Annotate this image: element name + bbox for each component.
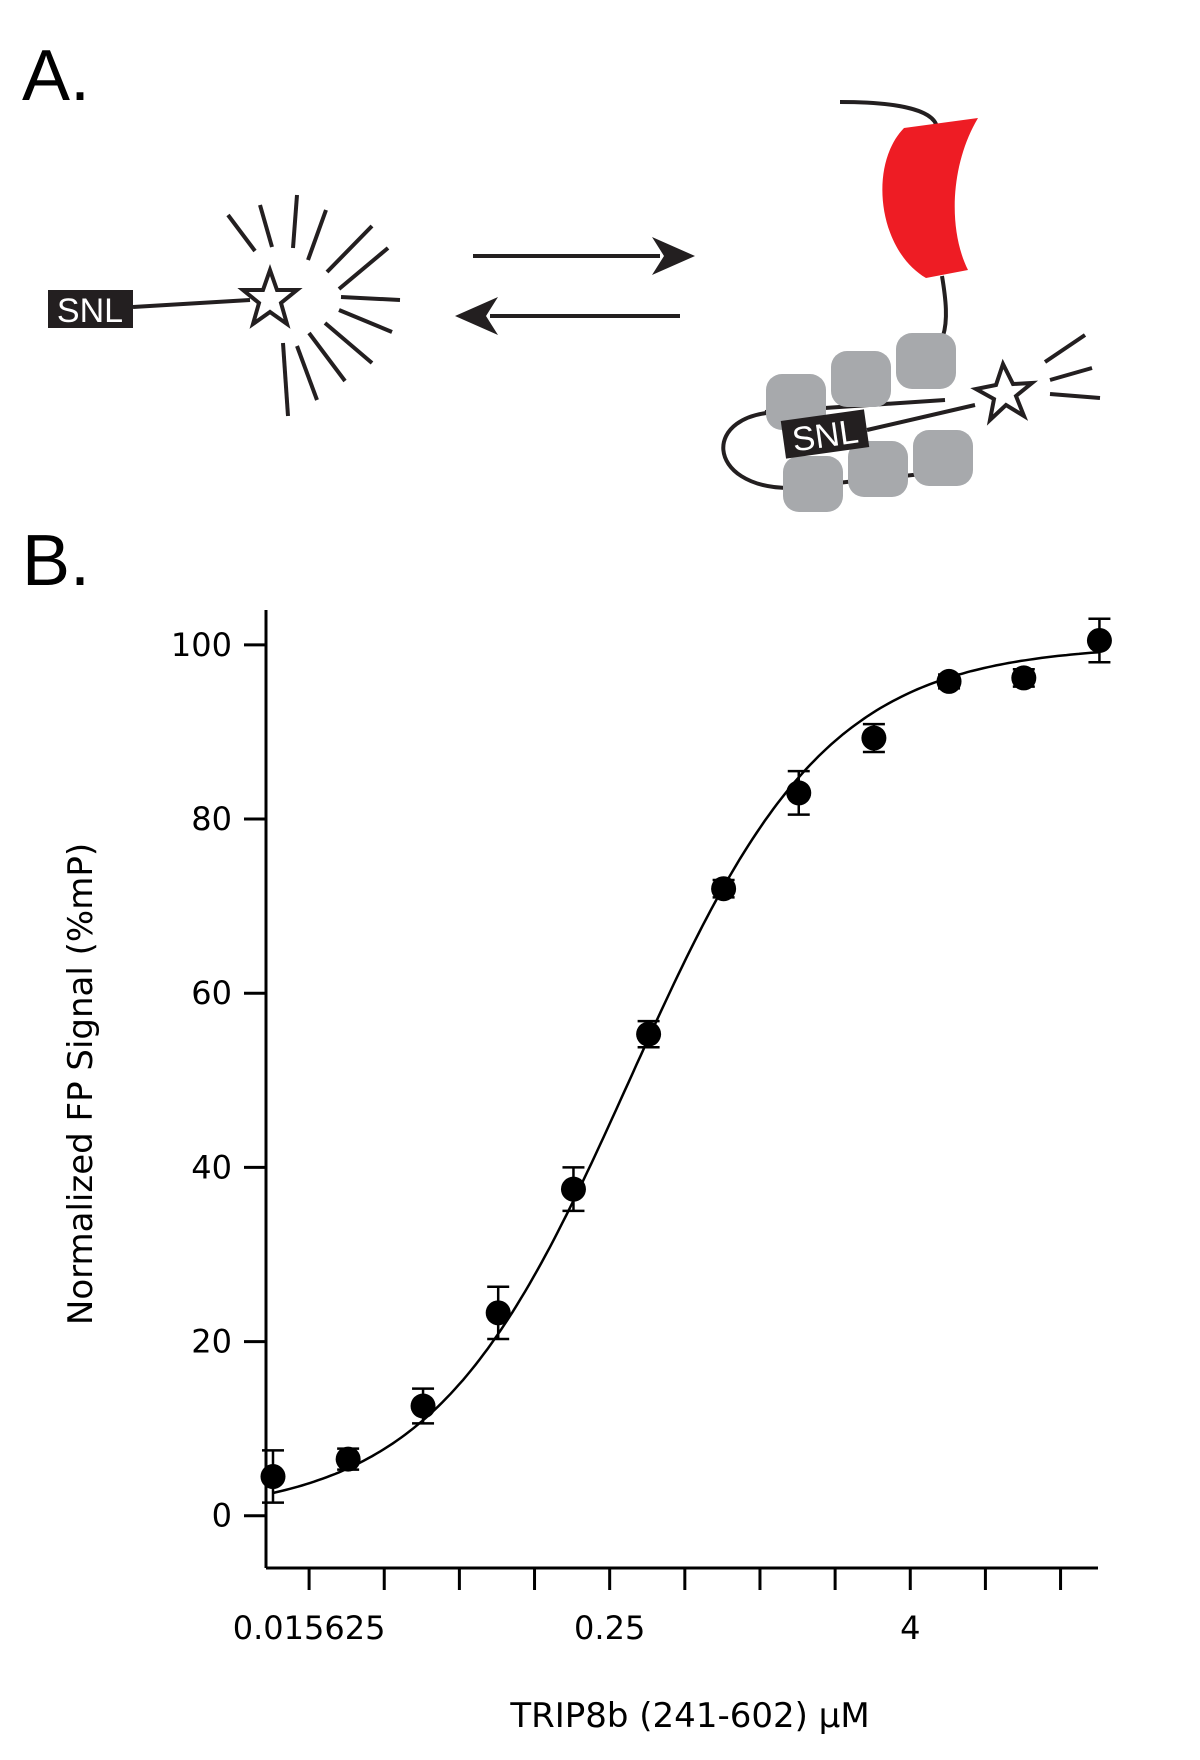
y-tick-label: 60 [191,974,232,1012]
data-point [335,1446,361,1472]
bound-fluorophore-star-icon [970,358,1039,426]
fit-curve [272,650,1100,1495]
dim-emission-rays-icon [1043,333,1101,400]
data-point [410,1393,436,1419]
partner-link [940,275,948,337]
free-probe-linker [132,298,251,309]
y-axis-ticks: 0 20 40 60 80 100 [171,626,266,1535]
fluorophore-star-icon [237,263,303,329]
binding-partner-crescent [882,118,978,278]
emission-rays-icon [226,194,401,417]
forward-arrowhead-icon [652,237,695,275]
panel-a-label: A. [22,36,90,116]
equilibrium-arrows [455,237,695,335]
repeat-domain [913,430,973,486]
data-point [636,1021,662,1047]
panel-b-label: B. [22,521,90,601]
data-point [260,1464,286,1490]
data-point [1011,665,1037,691]
data-point [485,1300,511,1326]
repeat-domain [831,351,891,407]
repeat-domain [783,456,843,512]
y-tick-label: 20 [191,1323,232,1361]
free-probe-tag-box [48,290,133,328]
bound-probe-tag-label: SNL [790,413,861,460]
repeat-domains [766,333,973,512]
data-point [560,1176,586,1202]
y-tick-label: 100 [171,626,232,664]
data-points-layer [260,617,1112,1504]
data-point [711,876,737,902]
bound-complex-schematic: SNL [721,100,1101,512]
bound-probe-linker [866,403,976,432]
free-probe-schematic: SNL [48,194,401,417]
x-tick-label: 0.25 [574,1609,645,1647]
y-axis-title: Normalized FP Signal (%mP) [61,843,101,1325]
repeat-domain [848,441,908,497]
x-tick-label: 0.015625 [233,1609,386,1647]
repeat-domain [766,374,826,430]
dose-response-chart: 0 20 40 60 80 100 0.015625 0.25 4 Normalized FP… [61,610,1112,1736]
x-axis-title: TRIP8b (241-602) µM [509,1696,869,1736]
repeat-domain [896,333,956,389]
fit-curve-layer [272,650,1100,1495]
bound-probe-tag-box [780,409,870,459]
data-point [1086,627,1112,653]
data-point [936,668,962,694]
x-axis-ticks: 0.015625 0.25 4 [233,1568,1063,1647]
bound-probe-tag: SNL [780,409,870,460]
data-point [786,780,812,806]
x-tick-label: 4 [900,1609,920,1647]
reverse-arrowhead-icon [455,297,498,335]
complex-loop [721,410,791,490]
partner-tether [839,100,939,129]
free-probe-tag-label: SNL [57,292,123,330]
y-tick-label: 40 [191,1148,232,1186]
data-point [861,725,887,751]
y-tick-label: 0 [212,1497,232,1535]
y-tick-label: 80 [191,800,232,838]
